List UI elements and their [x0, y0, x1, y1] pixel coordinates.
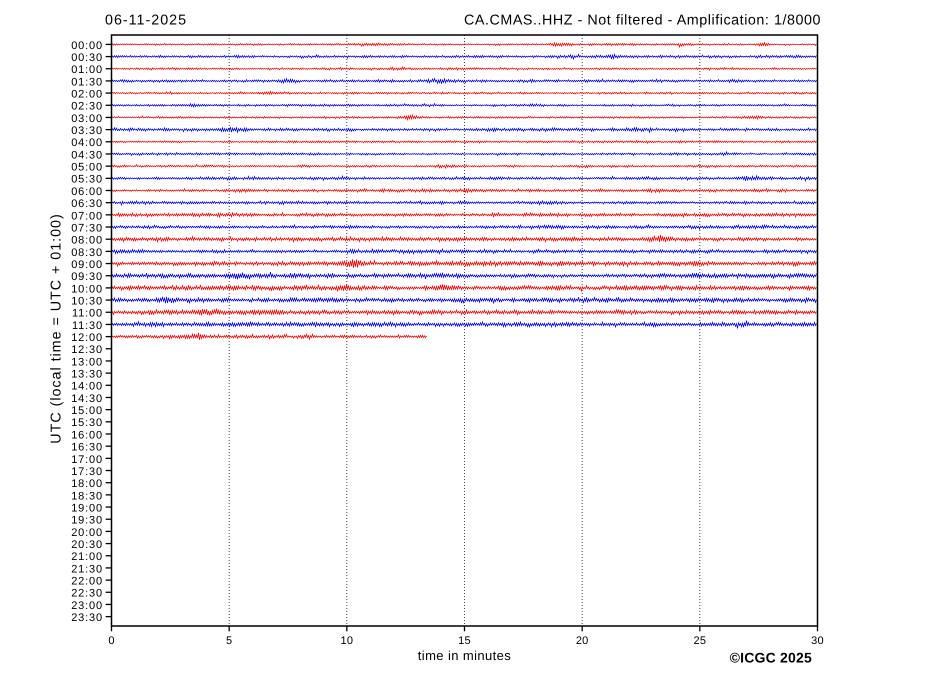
- svg-text:12:00: 12:00: [71, 332, 103, 344]
- svg-text:08:30: 08:30: [71, 247, 103, 259]
- svg-text:11:30: 11:30: [72, 320, 103, 332]
- svg-text:07:30: 07:30: [71, 222, 103, 234]
- svg-text:10:00: 10:00: [71, 283, 103, 295]
- svg-text:0: 0: [108, 635, 114, 647]
- svg-text:16:00: 16:00: [71, 429, 103, 441]
- svg-text:03:00: 03:00: [71, 113, 103, 125]
- svg-text:02:00: 02:00: [71, 89, 103, 101]
- svg-text:15:00: 15:00: [71, 405, 103, 417]
- svg-text:01:30: 01:30: [71, 76, 103, 88]
- svg-text:19:30: 19:30: [71, 515, 103, 527]
- svg-text:UTC (local time = UTC + 01:00): UTC (local time = UTC + 01:00): [48, 213, 64, 443]
- svg-text:09:30: 09:30: [71, 271, 103, 283]
- svg-text:05:30: 05:30: [71, 174, 103, 186]
- svg-text:10:30: 10:30: [71, 295, 103, 307]
- svg-text:21:30: 21:30: [71, 563, 103, 575]
- svg-text:17:00: 17:00: [71, 454, 103, 466]
- svg-text:01:00: 01:00: [71, 64, 103, 76]
- svg-text:07:00: 07:00: [71, 210, 103, 222]
- svg-text:13:00: 13:00: [71, 356, 103, 368]
- svg-text:11:00: 11:00: [72, 308, 103, 320]
- svg-text:25: 25: [694, 635, 707, 647]
- svg-text:08:00: 08:00: [71, 235, 103, 247]
- svg-text:00:30: 00:30: [71, 52, 103, 64]
- svg-text:06:30: 06:30: [71, 198, 103, 210]
- svg-text:14:00: 14:00: [71, 381, 103, 393]
- svg-text:CA.CMAS..HHZ - Not filtered -: CA.CMAS..HHZ - Not filtered - Amplificat…: [464, 13, 821, 29]
- svg-text:06:00: 06:00: [71, 186, 103, 198]
- svg-text:12:30: 12:30: [71, 344, 103, 356]
- svg-text:23:00: 23:00: [71, 600, 103, 612]
- svg-text:04:00: 04:00: [71, 137, 103, 149]
- svg-text:02:30: 02:30: [71, 101, 103, 113]
- svg-text:05:00: 05:00: [71, 162, 103, 174]
- svg-text:15:30: 15:30: [71, 417, 103, 429]
- svg-text:04:30: 04:30: [71, 149, 103, 161]
- svg-text:00:00: 00:00: [71, 40, 103, 52]
- svg-text:18:00: 18:00: [71, 478, 103, 490]
- svg-text:30: 30: [811, 635, 824, 647]
- svg-text:©ICGC 2025: ©ICGC 2025: [730, 650, 812, 666]
- svg-text:15: 15: [458, 635, 471, 647]
- svg-text:22:30: 22:30: [71, 588, 103, 600]
- svg-text:5: 5: [226, 635, 232, 647]
- svg-text:16:30: 16:30: [71, 442, 103, 454]
- svg-text:18:30: 18:30: [71, 490, 103, 502]
- svg-text:17:30: 17:30: [71, 466, 103, 478]
- svg-text:time in minutes: time in minutes: [418, 648, 512, 663]
- svg-text:10: 10: [341, 635, 354, 647]
- svg-text:06-11-2025: 06-11-2025: [105, 13, 187, 29]
- svg-text:09:00: 09:00: [71, 259, 103, 271]
- svg-text:20:30: 20:30: [71, 539, 103, 551]
- svg-text:03:30: 03:30: [71, 125, 103, 137]
- svg-text:20: 20: [576, 635, 589, 647]
- svg-text:21:00: 21:00: [71, 551, 103, 563]
- svg-text:19:00: 19:00: [71, 502, 103, 514]
- svg-text:20:00: 20:00: [71, 527, 103, 539]
- svg-text:22:00: 22:00: [71, 576, 103, 588]
- svg-text:14:30: 14:30: [71, 393, 103, 405]
- svg-text:23:30: 23:30: [71, 612, 103, 624]
- svg-text:13:30: 13:30: [71, 369, 103, 381]
